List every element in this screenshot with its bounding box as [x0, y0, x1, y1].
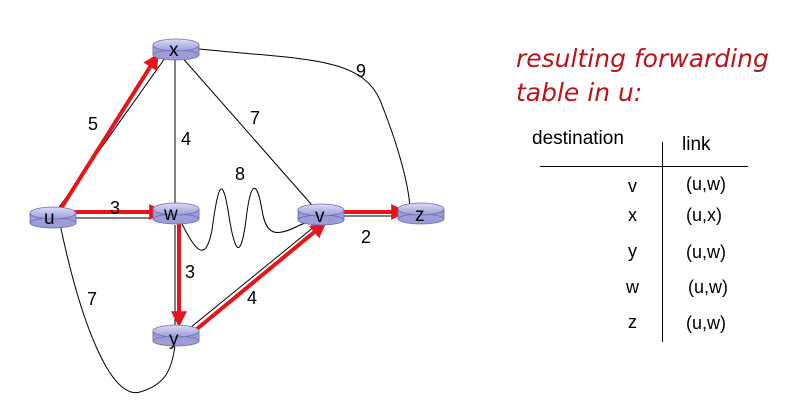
network-graph: 5 3 7 4 7 9 8 3 4 2 x u w v z — [29, 38, 445, 393]
node-label-u: u — [44, 208, 55, 229]
router-u: u — [29, 206, 77, 229]
router-v: v — [297, 203, 345, 227]
cost-label-y-v: 4 — [247, 288, 257, 308]
node-label-y: y — [169, 329, 179, 350]
edge-y-v — [184, 221, 321, 333]
edge-x-z — [189, 47, 411, 213]
caption-line-2: table in u: — [516, 78, 643, 107]
edge-x-v — [179, 54, 319, 213]
tree-edge-u-x — [58, 53, 159, 212]
cost-label-u-y: 7 — [87, 289, 97, 309]
tree-edge-y-v — [184, 221, 327, 340]
table-header-divider — [540, 166, 748, 167]
table-row-destination: x — [628, 205, 637, 225]
edge-cost-labels: 5 3 7 4 7 9 8 3 4 2 — [87, 61, 371, 309]
table-row-destination: v — [628, 176, 637, 196]
table-row-destination: z — [628, 312, 637, 332]
table-row-destination: w — [626, 277, 639, 297]
table-row-link: (u,w) — [686, 313, 726, 333]
edge-u-y — [59, 223, 176, 393]
router-z: z — [397, 202, 445, 226]
cost-label-v-z: 2 — [361, 227, 371, 247]
cost-label-u-x: 5 — [88, 114, 98, 134]
edge-w-v — [179, 187, 319, 251]
shortest-path-tree — [58, 53, 408, 340]
cost-label-w-y: 3 — [185, 262, 195, 282]
node-label-w: w — [163, 204, 178, 225]
caption-line-1: resulting forwarding — [516, 44, 769, 73]
table-row-link: (u,w) — [686, 174, 726, 194]
graph-edges — [54, 47, 411, 393]
cost-label-x-w: 4 — [181, 129, 191, 149]
table-row-link: (u,w) — [688, 277, 728, 297]
table-row-link: (u,x) — [686, 205, 722, 225]
table-column-divider — [662, 142, 663, 342]
table-row-destination: y — [628, 241, 637, 261]
forwarding-table-caption: resulting forwarding table in u: — [516, 42, 769, 110]
node-label-z: z — [415, 205, 425, 226]
header-destination: destination — [532, 128, 624, 149]
header-link: link — [682, 134, 711, 155]
node-label-x: x — [169, 40, 179, 61]
table-row-link: (u,w) — [686, 242, 726, 262]
cost-label-w-v: 8 — [235, 164, 245, 184]
cost-label-x-v: 7 — [250, 108, 260, 128]
node-label-v: v — [315, 206, 325, 227]
router-w: w — [152, 202, 200, 225]
cost-label-x-z: 9 — [356, 61, 366, 81]
router-y: y — [152, 324, 200, 350]
cost-label-u-w: 3 — [110, 198, 120, 218]
router-x: x — [152, 38, 200, 61]
